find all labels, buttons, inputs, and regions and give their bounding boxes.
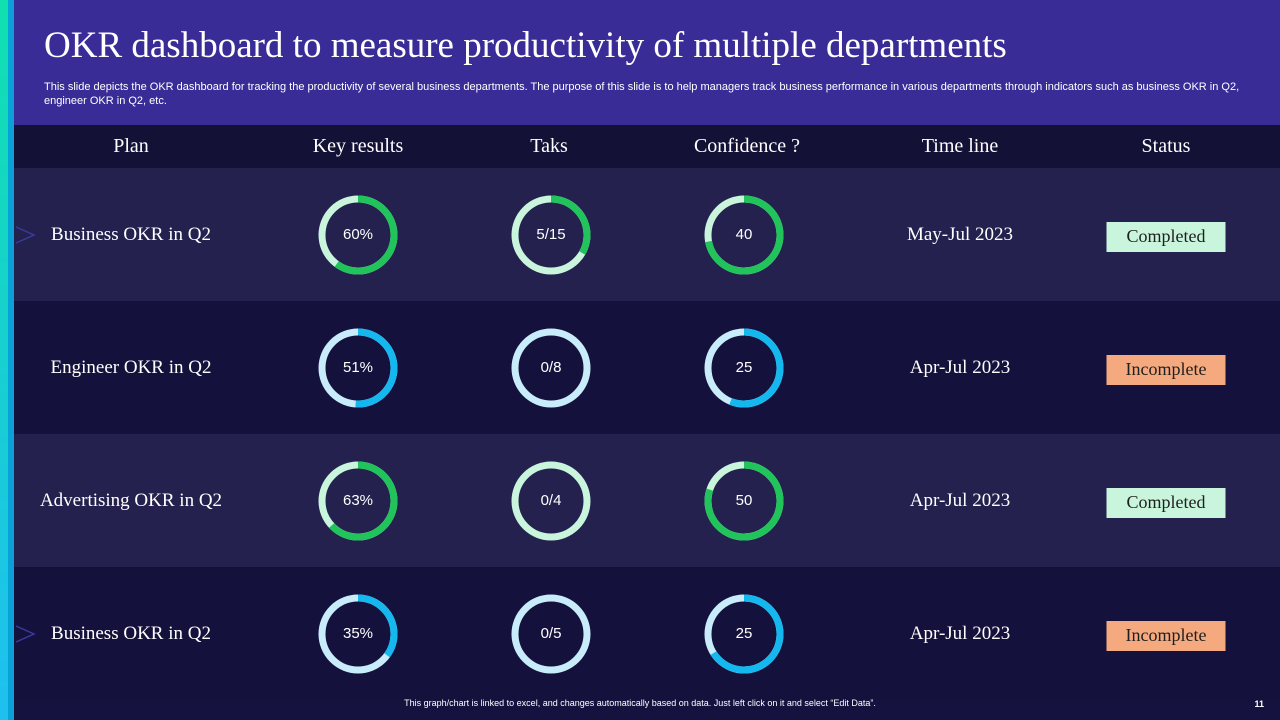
ring-progress-arc	[318, 594, 398, 674]
ring-track	[511, 461, 591, 541]
key-results-value: 35%	[342, 625, 374, 642]
timeline-value: Apr-Jul 2023	[909, 490, 1011, 511]
ring-progress-arc	[704, 195, 784, 275]
timeline-value: Apr-Jul 2023	[909, 357, 1011, 378]
header-confidence: Confidence ?	[693, 135, 801, 157]
okr-table: Plan Key results Taks Confidence ? Time …	[14, 125, 1280, 700]
status-badge: Completed	[1106, 222, 1226, 252]
slide-subtitle: This slide depicts the OKR dashboard for…	[44, 81, 1240, 107]
table-row: Business OKR in Q2 35% 0/5 25 Apr-Jul 2023 In…	[14, 567, 1280, 700]
header-tasks: Taks	[530, 135, 568, 157]
tasks-donut	[511, 594, 591, 674]
confidence-value: 50	[735, 492, 753, 509]
plan-name: Advertising OKR in Q2	[39, 490, 223, 511]
footer-note: This graph/chart is linked to excel, and…	[404, 698, 876, 708]
ring-progress-arc	[318, 195, 398, 275]
key-results-donut	[318, 461, 398, 541]
key-results-donut	[318, 328, 398, 408]
slide-title: OKR dashboard to measure productivity of…	[44, 25, 1007, 66]
table-body: Business OKR in Q2 60% 5/15 40 May-Jul 2023 C…	[14, 168, 1280, 700]
ring-progress-arc	[318, 328, 398, 408]
tasks-donut	[511, 461, 591, 541]
confidence-value: 25	[735, 359, 753, 376]
slide-header: OKR dashboard to measure productivity of…	[14, 0, 1280, 125]
tasks-ring: 0/4	[509, 459, 593, 543]
confidence-donut	[704, 461, 784, 541]
confidence-donut	[704, 594, 784, 674]
confidence-ring: 40	[702, 193, 786, 277]
ring-progress-arc	[318, 461, 398, 541]
tasks-value: 5/15	[536, 226, 566, 243]
confidence-ring: 50	[702, 459, 786, 543]
plan-name: Business OKR in Q2	[51, 224, 211, 245]
tasks-ring: 0/8	[509, 326, 593, 410]
key-results-ring: 63%	[316, 459, 400, 543]
tasks-donut	[511, 328, 591, 408]
ring-progress-arc	[704, 328, 784, 408]
tasks-ring: 0/5	[509, 592, 593, 676]
table-header-row: Plan Key results Taks Confidence ? Time …	[14, 125, 1280, 168]
page-number: 11	[1254, 699, 1264, 709]
header-key-results: Key results	[312, 135, 404, 157]
table-row: Engineer OKR in Q2 51% 0/8 25 Apr-Jul 2023 In…	[14, 301, 1280, 434]
confidence-value: 25	[735, 625, 753, 642]
chevron-right-icon	[15, 625, 36, 643]
header-status: Status	[1141, 135, 1191, 157]
left-accent-stripe	[8, 0, 14, 720]
key-results-ring: 60%	[316, 193, 400, 277]
tasks-value: 0/5	[540, 625, 562, 642]
status-badge: Incomplete	[1106, 621, 1226, 651]
key-results-ring: 51%	[316, 326, 400, 410]
header-plan: Plan	[113, 135, 149, 157]
confidence-donut	[704, 328, 784, 408]
confidence-ring: 25	[702, 592, 786, 676]
confidence-value: 40	[735, 226, 753, 243]
key-results-donut	[318, 195, 398, 275]
ring-progress-arc	[704, 461, 784, 541]
chevron-right-icon	[15, 226, 36, 244]
tasks-donut	[511, 195, 591, 275]
ring-progress-arc	[704, 594, 784, 674]
key-results-donut	[318, 594, 398, 674]
table-row: Business OKR in Q2 60% 5/15 40 May-Jul 2023 C…	[14, 168, 1280, 301]
key-results-value: 63%	[342, 492, 374, 509]
timeline-value: May-Jul 2023	[906, 224, 1014, 245]
tasks-value: 0/8	[540, 359, 562, 376]
ring-progress-arc	[511, 195, 591, 275]
plan-name: Engineer OKR in Q2	[50, 357, 212, 378]
key-results-value: 60%	[342, 226, 374, 243]
header-timeline: Time line	[921, 135, 999, 157]
tasks-ring: 5/15	[509, 193, 593, 277]
confidence-ring: 25	[702, 326, 786, 410]
key-results-ring: 35%	[316, 592, 400, 676]
tasks-value: 0/4	[540, 492, 562, 509]
plan-name: Business OKR in Q2	[51, 623, 211, 644]
table-row: Advertising OKR in Q2 63% 0/4 50 Apr-Jul 202…	[14, 434, 1280, 567]
confidence-donut	[704, 195, 784, 275]
ring-track	[511, 594, 591, 674]
ring-track	[511, 328, 591, 408]
status-badge: Incomplete	[1106, 355, 1226, 385]
timeline-value: Apr-Jul 2023	[909, 623, 1011, 644]
status-badge: Completed	[1106, 488, 1226, 518]
key-results-value: 51%	[342, 359, 374, 376]
